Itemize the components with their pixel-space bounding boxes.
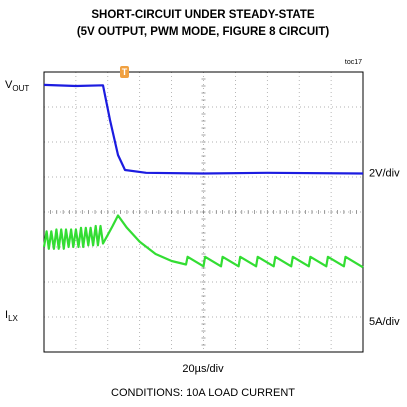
chart-title: SHORT-CIRCUIT UNDER STEADY-STATE bbox=[91, 9, 315, 21]
svg-text:T: T bbox=[122, 67, 128, 77]
trace-label-main: I bbox=[5, 309, 8, 321]
trace-label-sub: OUT bbox=[12, 84, 29, 93]
note: CONDITIONS: 10A LOAD CURRENT bbox=[111, 387, 295, 399]
figure-id: toc17 bbox=[345, 59, 362, 66]
trigger-marker: T bbox=[120, 66, 129, 78]
scale-label: 5A/div bbox=[369, 316, 400, 328]
chart-title: (5V OUTPUT, PWM MODE, FIGURE 8 CIRCUIT) bbox=[77, 26, 330, 38]
trace-label: ILX bbox=[5, 309, 19, 323]
x-scale: 20µs/div bbox=[182, 363, 224, 375]
trace bbox=[43, 83, 364, 175]
trace-label-main: V bbox=[5, 79, 13, 91]
grid bbox=[43, 71, 364, 353]
trace-label: VOUT bbox=[5, 79, 29, 93]
trace-label-sub: LX bbox=[8, 314, 18, 323]
trace bbox=[42, 214, 364, 269]
scale-label: 2V/div bbox=[369, 168, 400, 180]
plot-frame bbox=[43, 71, 364, 353]
